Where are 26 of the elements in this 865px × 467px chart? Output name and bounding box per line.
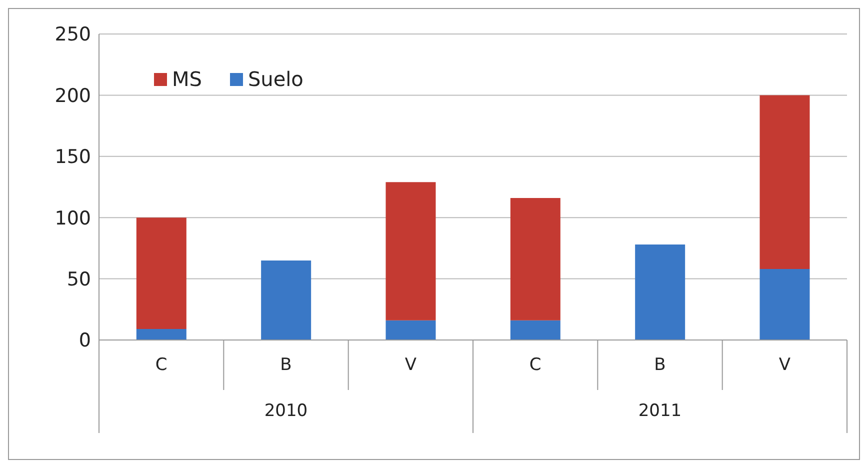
x-tick-label: B bbox=[654, 355, 666, 375]
bar bbox=[635, 244, 686, 340]
legend-label: Suelo bbox=[246, 67, 304, 91]
x-tick-label: C bbox=[155, 355, 168, 375]
y-tick-label: 250 bbox=[54, 24, 91, 46]
bar bbox=[136, 328, 186, 340]
x-tick-label: V bbox=[778, 355, 791, 375]
y-tick-label: 50 bbox=[66, 268, 91, 291]
bar bbox=[136, 218, 186, 329]
x-tick-label: B bbox=[280, 355, 292, 375]
x-tick-label: C bbox=[529, 355, 542, 375]
bar bbox=[386, 182, 436, 320]
text: 2011 bbox=[638, 401, 682, 421]
bar bbox=[760, 95, 810, 270]
y-tick-label: 150 bbox=[54, 146, 91, 168]
bar bbox=[510, 198, 560, 320]
legend-label: MS bbox=[171, 67, 202, 91]
bar bbox=[261, 260, 312, 340]
bar bbox=[386, 320, 436, 340]
bar bbox=[510, 320, 560, 340]
y-tick-label: 0 bbox=[78, 330, 91, 352]
x-tick-label: V bbox=[404, 355, 417, 375]
text: 2010 bbox=[264, 401, 308, 421]
bar bbox=[760, 269, 810, 340]
y-tick-label: 200 bbox=[54, 84, 91, 107]
y-tick-label: 100 bbox=[54, 207, 91, 230]
